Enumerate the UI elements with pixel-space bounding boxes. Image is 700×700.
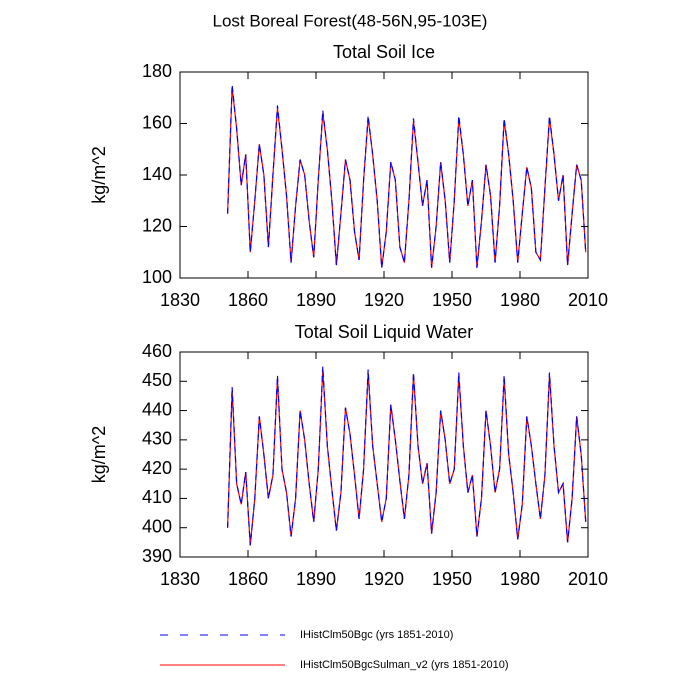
- y-tick-label: 460: [142, 341, 172, 361]
- y-tick-label: 410: [142, 487, 172, 507]
- x-tick-label: 1980: [500, 569, 540, 589]
- x-tick-label: 1860: [228, 569, 268, 589]
- series-line: [227, 84, 587, 268]
- x-tick-label: 1860: [228, 290, 268, 310]
- y-axis-label: kg/m^2: [89, 146, 109, 203]
- y-tick-label: 140: [142, 164, 172, 184]
- x-tick-label: 1920: [364, 569, 404, 589]
- plot-frame: [179, 351, 589, 558]
- y-tick-label: 450: [142, 370, 172, 390]
- x-tick-label: 1920: [364, 290, 404, 310]
- chart-title: Total Soil Ice: [333, 42, 435, 62]
- legend-label: IHistClm50Bgc (yrs 1851-2010): [300, 629, 453, 641]
- y-tick-label: 400: [142, 516, 172, 536]
- x-tick-label: 1980: [500, 290, 540, 310]
- x-tick-label: 1830: [160, 569, 200, 589]
- x-tick-label: 2010: [568, 290, 608, 310]
- x-tick-label: 1950: [432, 290, 472, 310]
- y-tick-label: 440: [142, 399, 172, 419]
- series-line: [227, 87, 587, 268]
- figure-title: Lost Boreal Forest(48-56N,95-103E): [213, 11, 488, 30]
- x-tick-label: 2010: [568, 569, 608, 589]
- y-tick-label: 430: [142, 429, 172, 449]
- x-tick-label: 1890: [296, 290, 336, 310]
- y-tick-label: 120: [142, 215, 172, 235]
- y-tick-label: 390: [142, 546, 172, 566]
- y-axis-label: kg/m^2: [89, 426, 109, 483]
- x-tick-label: 1950: [432, 569, 472, 589]
- y-tick-label: 160: [142, 112, 172, 132]
- y-tick-label: 420: [142, 458, 172, 478]
- y-tick-label: 100: [142, 267, 172, 287]
- y-tick-label: 180: [142, 61, 172, 81]
- x-tick-label: 1890: [296, 569, 336, 589]
- x-tick-label: 1830: [160, 290, 200, 310]
- legend-label: IHistClm50BgcSulman_v2 (yrs 1851-2010): [300, 659, 508, 671]
- series-line: [227, 366, 587, 546]
- chart-title: Total Soil Liquid Water: [295, 322, 473, 342]
